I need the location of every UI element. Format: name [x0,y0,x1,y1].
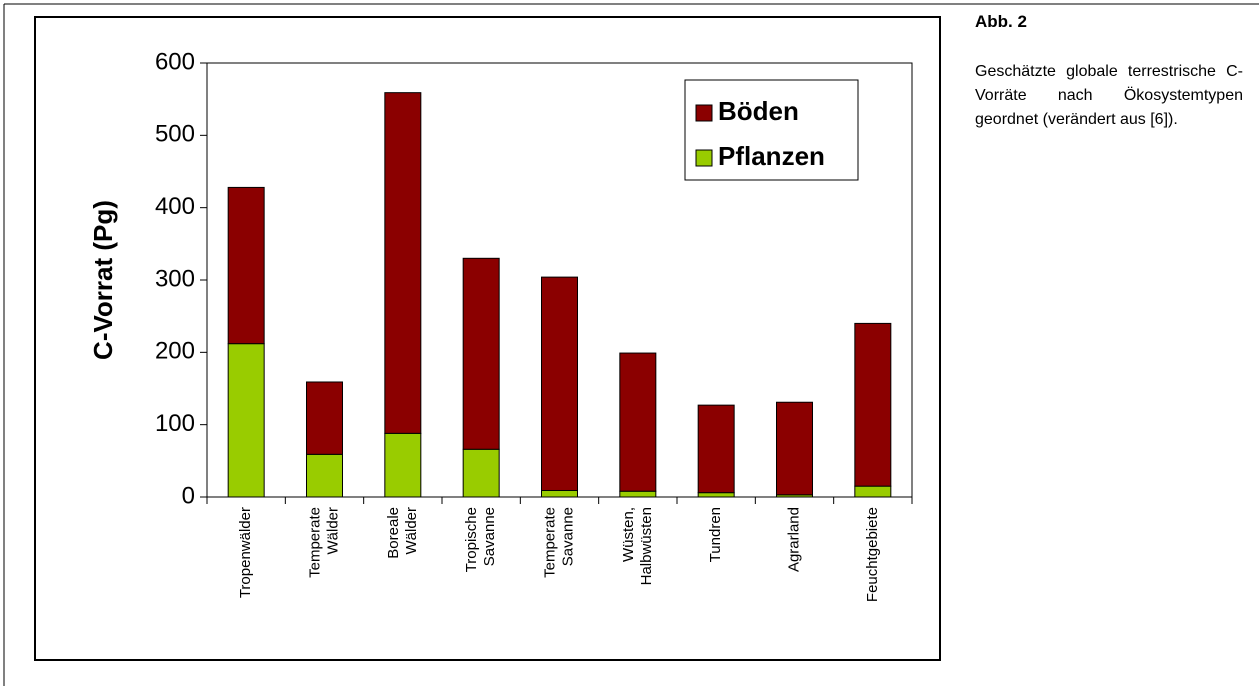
x-tick-label: Agrarland [785,507,802,572]
bar-segment [619,490,657,498]
bar-segment [462,448,500,498]
caption-text: Geschätzte globale terrestrische C-Vorrä… [975,63,1243,128]
y-tick-label: 500 [155,121,195,148]
caption-title: Abb. 2 [975,12,1027,31]
bar-segment [384,432,422,498]
bar-segment [227,343,265,498]
bar-segment [462,257,500,450]
bar-segment [619,352,657,492]
x-tick-label: TropischeSavanne [463,507,498,572]
bar-segment [306,453,343,498]
y-tick-label: 200 [155,338,195,365]
y-tick-label: 400 [155,193,195,220]
bar-segment [697,492,735,498]
y-tick-label: 600 [155,48,195,75]
y-tick-label: 300 [155,265,195,292]
x-tick-label: Tropenwälder [237,507,254,598]
bar-segment [776,401,813,496]
bar-segment [384,92,422,434]
y-tick-label: 100 [155,410,195,437]
chart-frame [34,16,941,661]
legend-swatch [695,149,713,167]
bar-segment [541,489,578,498]
bar-segment [854,485,892,498]
y-axis-title: C-Vorrat (Pg) [88,200,118,360]
bar-segment [306,381,343,455]
x-tick-label: TemperateWälder [306,507,341,578]
bar-segment [854,322,892,487]
bar-segment [227,186,265,345]
x-tick-label: Feuchtgebiete [864,507,881,602]
x-tick-label: Wüsten,Halbwüsten [620,507,655,585]
bar-segment [697,404,735,494]
legend-swatch [695,104,713,122]
y-tick-label: 0 [182,482,195,509]
bar-segment [541,276,578,491]
x-tick-label: BorealeWälder [385,507,420,559]
legend-box [684,79,859,181]
legend-label: Böden [718,96,799,126]
x-tick-label: TemperateSavanne [541,507,576,578]
x-tick-label: Tundren [707,507,724,562]
legend-label: Pflanzen [718,141,825,171]
